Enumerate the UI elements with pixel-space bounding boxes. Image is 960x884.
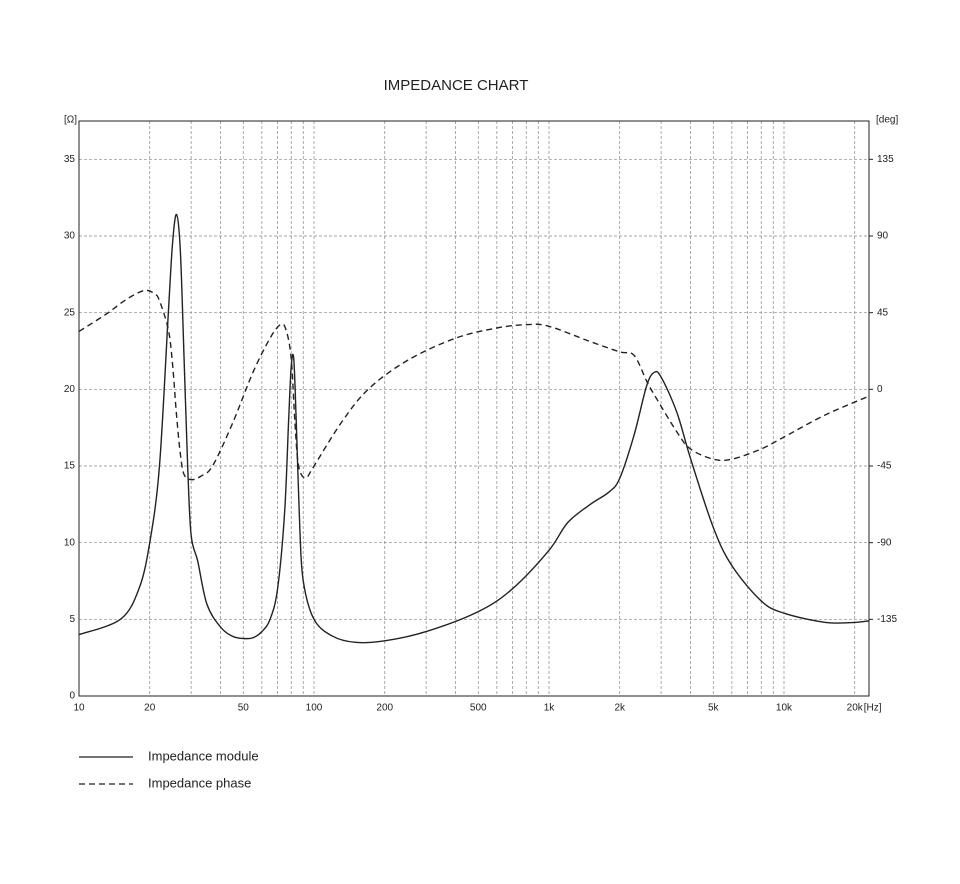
y2-tick-label: 90 [877, 231, 889, 242]
x-tick-label: 20k [847, 703, 864, 714]
x-tick-label: 10 [73, 703, 85, 714]
y-tick-label: 5 [69, 614, 75, 625]
legend-label: Impedance phase [148, 775, 251, 790]
y2-tick-label: -135 [877, 614, 897, 625]
y2-tick-label: 0 [877, 384, 883, 395]
y2-tick-label: -90 [877, 537, 892, 548]
y-tick-label: 35 [64, 154, 76, 165]
x-tick-label: 10k [776, 703, 793, 714]
x-tick-label: 50 [238, 703, 250, 714]
y2-tick-label: 45 [877, 307, 889, 318]
y-tick-label: 15 [64, 461, 76, 472]
x-tick-label: 200 [376, 703, 393, 714]
x-tick-label: 20 [144, 703, 156, 714]
x-tick-label: 1k [544, 703, 556, 714]
y-tick-label: 10 [64, 537, 76, 548]
y2-tick-label: -45 [877, 461, 892, 472]
y-tick-label: 0 [69, 691, 75, 702]
y-unit: [Ω] [64, 115, 77, 126]
legend-label: Impedance module [148, 748, 259, 763]
series-line [78, 289, 870, 481]
series-line [78, 213, 870, 644]
y-tick-label: 25 [64, 307, 76, 318]
y2-unit: [deg] [876, 115, 898, 126]
x-tick-label: 500 [470, 703, 487, 714]
y-tick-label: 30 [64, 231, 76, 242]
x-tick-label: 100 [306, 703, 323, 714]
plot-frame [78, 120, 870, 697]
x-tick-label: 2k [614, 703, 626, 714]
chart-title: IMPEDANCE CHART [384, 77, 529, 94]
x-unit: [Hz] [864, 703, 882, 714]
y2-tick-label: 135 [877, 154, 894, 165]
x-tick-label: 5k [708, 703, 720, 714]
y-tick-label: 20 [64, 384, 76, 395]
